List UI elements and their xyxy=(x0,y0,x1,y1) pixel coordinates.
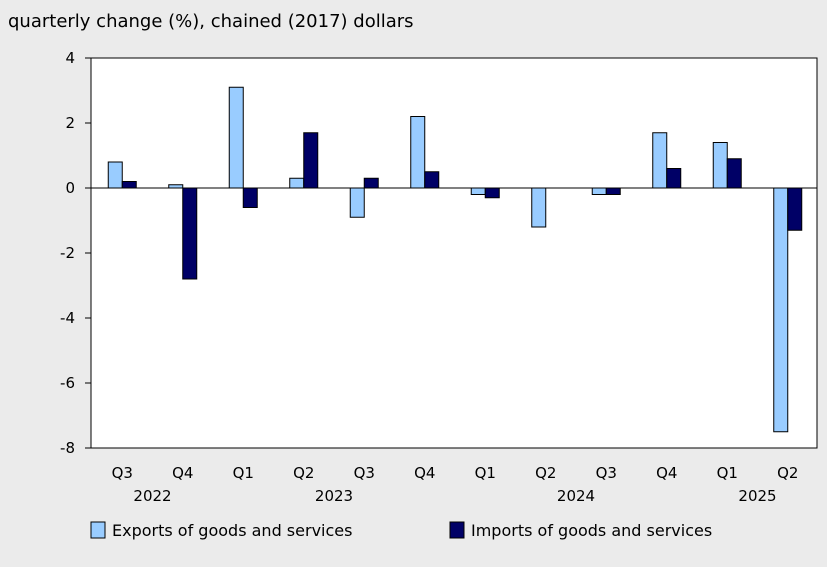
x-axis: Q3 Q4 Q1 Q2 Q3 Q4 Q1 Q2 Q3 Q4 Q1 Q2 2022 2023 2024 2025 xyxy=(112,464,799,505)
chart-title: quarterly change (%), chained (2017) dol… xyxy=(8,11,414,32)
year-label: 2023 xyxy=(315,487,353,505)
y-tick-label: -4 xyxy=(60,309,75,327)
legend-swatch xyxy=(90,521,106,539)
bar-imports xyxy=(363,177,379,189)
x-tick-label: Q3 xyxy=(354,464,375,482)
bar-imports xyxy=(605,187,621,195)
bar-imports xyxy=(182,187,198,280)
bar-exports xyxy=(652,132,668,189)
bar-exports xyxy=(410,116,426,189)
bar-imports xyxy=(484,187,500,199)
y-tick-label: 2 xyxy=(65,114,75,132)
bar-exports xyxy=(349,187,365,218)
bar-exports xyxy=(107,161,123,189)
x-tick-label: Q3 xyxy=(596,464,617,482)
year-label: 2022 xyxy=(133,487,171,505)
bar-exports xyxy=(591,187,607,195)
x-tick-label: Q4 xyxy=(172,464,193,482)
bar-exports xyxy=(289,177,305,189)
bar-imports xyxy=(787,187,803,231)
bar-exports xyxy=(470,187,486,195)
bars xyxy=(107,86,803,433)
y-tick-label: -8 xyxy=(60,439,75,457)
bar-imports xyxy=(666,168,682,189)
legend-label: Imports of goods and services xyxy=(471,521,712,540)
legend: Exports of goods and services Imports of … xyxy=(90,521,712,540)
plot-area xyxy=(90,57,818,449)
bar-imports xyxy=(726,158,742,189)
y-tick-label: -2 xyxy=(60,244,75,262)
bar-imports xyxy=(121,181,137,189)
year-label: 2025 xyxy=(738,487,776,505)
legend-swatch xyxy=(449,521,465,539)
bar-exports xyxy=(228,86,244,189)
bar-imports xyxy=(303,132,319,189)
y-tick-label: 4 xyxy=(65,49,75,67)
x-tick-label: Q2 xyxy=(293,464,314,482)
y-tick-label: -6 xyxy=(60,374,75,392)
y-axis: 4 2 0 -2 -4 -6 -8 xyxy=(60,49,91,457)
x-tick-label: Q2 xyxy=(777,464,798,482)
y-tick-label: 0 xyxy=(65,179,75,197)
x-tick-label: Q1 xyxy=(233,464,254,482)
bar-imports xyxy=(424,171,440,189)
year-label: 2024 xyxy=(557,487,595,505)
bar-exports xyxy=(531,187,547,228)
bar-imports xyxy=(242,187,258,208)
x-tick-label: Q1 xyxy=(717,464,738,482)
bar-exports xyxy=(712,142,728,189)
bar-exports xyxy=(773,187,789,433)
x-tick-label: Q4 xyxy=(656,464,677,482)
x-tick-label: Q4 xyxy=(414,464,435,482)
x-tick-label: Q3 xyxy=(112,464,133,482)
x-tick-label: Q2 xyxy=(535,464,556,482)
legend-label: Exports of goods and services xyxy=(112,521,352,540)
x-tick-label: Q1 xyxy=(475,464,496,482)
